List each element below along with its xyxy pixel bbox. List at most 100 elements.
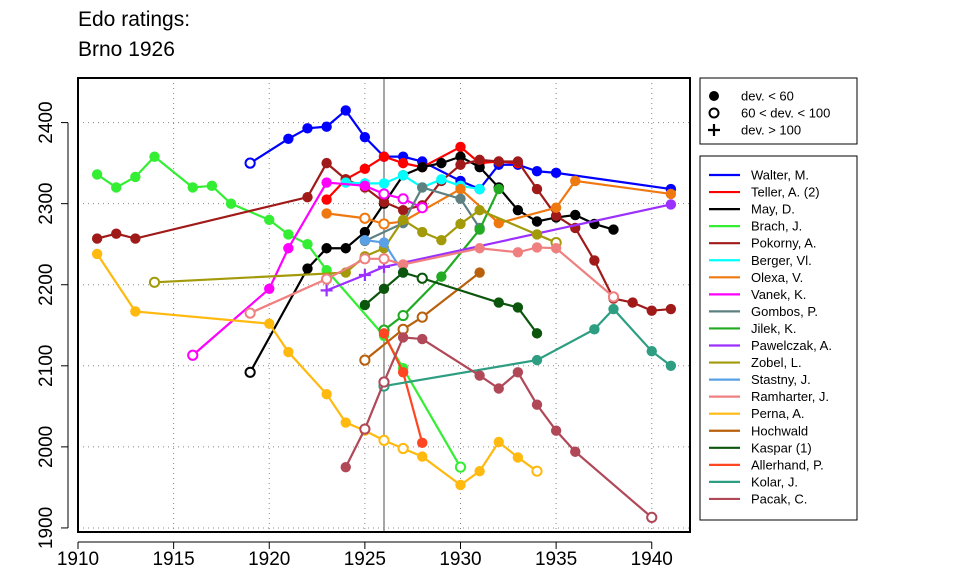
data-point	[474, 465, 485, 477]
series-11	[320, 199, 677, 297]
data-point	[378, 283, 390, 294]
data-point	[358, 269, 371, 282]
data-point	[321, 388, 332, 400]
data-point	[512, 156, 524, 167]
data-point	[455, 193, 466, 204]
data-point	[244, 366, 256, 378]
data-point	[111, 228, 122, 239]
data-point	[665, 303, 677, 315]
data-point	[665, 360, 677, 372]
data-point	[665, 188, 677, 200]
data-point	[148, 276, 161, 288]
data-point	[436, 174, 447, 185]
legend-label: Pawelczak, A.	[751, 338, 832, 353]
marker-legend: dev. < 60 60 < dev. < 100 dev. > 100	[699, 77, 858, 145]
data-point	[397, 204, 409, 216]
series-legend: Walter, M. Teller, A. (2) May, D. Brach, J.…	[699, 155, 858, 521]
data-point	[359, 299, 371, 311]
data-point	[417, 451, 428, 462]
data-point	[397, 193, 409, 205]
series-18	[378, 328, 428, 449]
data-point	[646, 511, 658, 524]
data-point	[474, 204, 485, 216]
data-point	[608, 224, 619, 235]
data-point	[493, 383, 504, 394]
data-point	[531, 354, 543, 366]
series-16	[359, 267, 485, 366]
data-point	[455, 141, 466, 153]
data-point	[187, 349, 199, 361]
data-point	[493, 183, 504, 195]
data-point	[416, 272, 428, 284]
series-line	[325, 145, 518, 201]
y-tick-label: 2100	[36, 345, 57, 387]
data-point	[550, 425, 562, 436]
legend-label: Hochwald	[751, 423, 808, 438]
data-point	[321, 177, 332, 188]
series-3	[244, 151, 619, 378]
data-point	[302, 191, 313, 203]
legend-label: Perna, A.	[751, 406, 804, 421]
data-point	[378, 253, 390, 265]
data-point	[417, 333, 428, 345]
data-point	[340, 105, 351, 116]
data-point	[493, 297, 504, 308]
data-point	[283, 133, 294, 145]
legend-label: Stastny, J.	[751, 372, 811, 387]
legend-label: Pacak, C.	[751, 491, 807, 506]
data-point	[397, 367, 409, 378]
data-point	[378, 218, 390, 230]
data-point	[264, 318, 275, 329]
data-point	[244, 307, 256, 319]
data-point	[474, 243, 485, 254]
series-14	[244, 242, 620, 319]
legend-label: Walter, M.	[751, 168, 809, 183]
data-point	[359, 226, 371, 238]
y-tick-label: 2200	[36, 264, 57, 306]
legend-label: Zobel, L.	[751, 355, 802, 370]
x-tick-label: 1930	[439, 549, 481, 570]
legend-label: Teller, A. (2)	[751, 185, 820, 200]
data-point	[417, 437, 428, 449]
data-point	[550, 202, 562, 213]
x-tick-label: 1915	[152, 549, 194, 570]
y-tick-label: 2400	[36, 101, 57, 143]
data-point	[359, 354, 371, 366]
data-point	[589, 324, 600, 335]
data-point	[206, 180, 218, 192]
series-line	[326, 203, 672, 292]
data-point	[321, 243, 332, 254]
data-point	[130, 306, 141, 317]
y-tick-label: 2300	[36, 183, 57, 225]
data-point	[91, 169, 103, 180]
data-point	[417, 182, 428, 193]
data-point	[187, 182, 198, 193]
data-point	[244, 157, 256, 169]
data-point	[302, 123, 313, 134]
marker-open	[708, 107, 720, 119]
data-point	[359, 423, 371, 435]
data-point	[320, 284, 333, 297]
data-point	[397, 214, 409, 226]
data-point	[474, 161, 485, 173]
data-point	[264, 283, 275, 294]
data-point	[283, 346, 294, 358]
data-point	[493, 156, 504, 167]
marker-legend-label: dev. < 60	[741, 89, 794, 104]
data-point	[397, 309, 409, 322]
marker-legend-label: dev. > 100	[741, 123, 801, 138]
legend-label: May, D.	[751, 202, 795, 217]
data-point	[378, 178, 390, 189]
data-point	[455, 183, 466, 195]
x-tick-label: 1925	[344, 549, 386, 570]
data-point	[149, 151, 160, 162]
data-point	[378, 151, 390, 162]
y-tick-label: 2000	[36, 426, 57, 468]
marker-legend-label: 60 < dev. < 100	[741, 106, 830, 121]
data-point	[91, 233, 103, 244]
data-point	[531, 183, 543, 195]
data-point	[302, 263, 313, 274]
legend-label: Pokorny, A.	[751, 236, 817, 251]
data-point	[416, 202, 428, 214]
data-point	[550, 210, 562, 222]
